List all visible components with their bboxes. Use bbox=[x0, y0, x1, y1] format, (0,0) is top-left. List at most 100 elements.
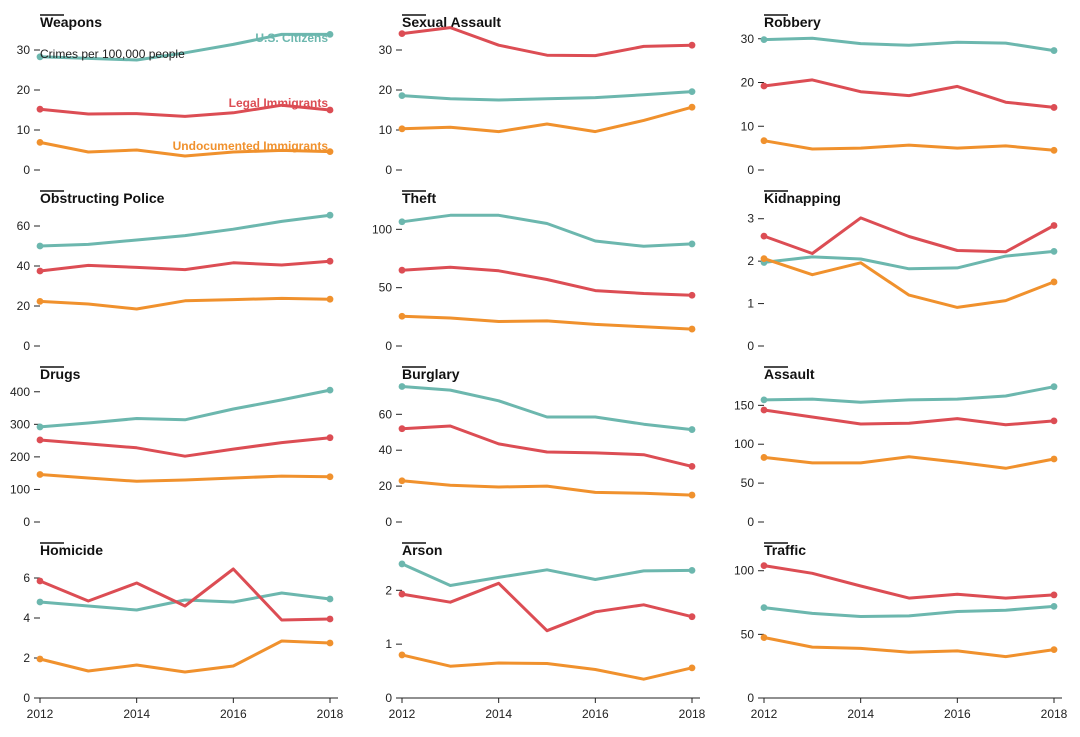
series-point-legal bbox=[760, 406, 768, 414]
y-tick-label: 30 bbox=[379, 43, 393, 57]
series-point-undocumented bbox=[326, 473, 334, 481]
legend-label-citizens: U.S. Citizens bbox=[255, 31, 328, 45]
series-point-legal bbox=[760, 82, 768, 90]
y-tick-label: 60 bbox=[379, 407, 393, 421]
y-tick-label: 0 bbox=[747, 515, 754, 529]
series-point-undocumented bbox=[688, 664, 696, 672]
series-point-citizens bbox=[1050, 383, 1058, 391]
series-line-citizens bbox=[400, 562, 694, 587]
series-point-citizens bbox=[36, 242, 44, 250]
panel-drugs: Drugs 0 100 200 300 400 bbox=[10, 366, 334, 529]
series-point-citizens bbox=[398, 92, 406, 99]
panel-theft: Theft 0 50 100 bbox=[372, 190, 696, 353]
series-point-undocumented bbox=[1050, 278, 1058, 286]
series-line-citizens bbox=[38, 591, 332, 612]
series-line-legal bbox=[38, 103, 332, 118]
series-point-undocumented bbox=[398, 125, 406, 133]
panel-title: Obstructing Police bbox=[40, 190, 165, 206]
series-point-legal bbox=[688, 41, 696, 49]
series-point-undocumented bbox=[398, 312, 406, 320]
panel-obstructing-police: Obstructing Police 0 20 40 60 bbox=[17, 190, 334, 353]
series-line-legal bbox=[400, 424, 694, 468]
x-tick-label: 2012 bbox=[751, 707, 778, 721]
series-point-legal bbox=[688, 613, 696, 621]
y-tick-label: 400 bbox=[10, 385, 30, 399]
legend-label-legal: Legal Immigrants bbox=[229, 96, 329, 110]
series-point-citizens bbox=[326, 386, 334, 394]
series-line-legal bbox=[762, 564, 1056, 600]
series-point-legal bbox=[36, 105, 44, 113]
series-point-citizens bbox=[688, 88, 696, 95]
x-tick-label: 2016 bbox=[944, 707, 971, 721]
x-tick-label: 2014 bbox=[123, 707, 150, 721]
series-line-citizens bbox=[762, 604, 1056, 618]
y-tick-label: 0 bbox=[23, 691, 30, 705]
panel-weapons: Weapons 0 10 20 30 Crimes per 100,000 people U… bbox=[17, 14, 334, 177]
y-tick-label: 10 bbox=[741, 119, 755, 133]
y-tick-label: 0 bbox=[385, 515, 392, 529]
series-point-citizens bbox=[1050, 602, 1058, 610]
series-line-undocumented bbox=[400, 314, 694, 331]
series-point-undocumented bbox=[398, 477, 406, 485]
series-point-citizens bbox=[36, 423, 44, 431]
series-point-legal bbox=[398, 425, 406, 433]
panel-assault: Assault 0 50 100 150 bbox=[734, 366, 1058, 529]
y-tick-label: 4 bbox=[23, 611, 30, 625]
y-tick-label: 100 bbox=[10, 482, 30, 496]
series-point-citizens bbox=[398, 560, 406, 568]
panel-sexual-assault: Sexual Assault 0 10 20 30 bbox=[379, 14, 696, 177]
y-tick-label: 0 bbox=[747, 163, 754, 177]
series-point-undocumented bbox=[36, 139, 44, 146]
series-line-undocumented bbox=[38, 473, 332, 483]
x-tick-label: 2018 bbox=[317, 707, 344, 721]
x-tick-label: 2014 bbox=[847, 707, 874, 721]
series-point-legal bbox=[1050, 591, 1058, 599]
series-line-undocumented bbox=[762, 455, 1056, 470]
series-point-legal bbox=[1050, 222, 1058, 229]
series-point-citizens bbox=[688, 240, 696, 248]
series-line-citizens bbox=[400, 213, 694, 248]
series-line-undocumented bbox=[38, 140, 332, 158]
series-point-legal bbox=[760, 562, 768, 570]
series-point-legal bbox=[1050, 104, 1058, 111]
panel-title: Robbery bbox=[764, 14, 821, 30]
panel-burglary: Burglary 0 20 40 60 bbox=[379, 366, 696, 529]
series-point-undocumented bbox=[760, 634, 768, 641]
series-point-undocumented bbox=[1050, 646, 1058, 654]
y-tick-label: 100 bbox=[734, 437, 754, 451]
series-point-citizens bbox=[688, 566, 696, 574]
x-tick-label: 2012 bbox=[389, 707, 416, 721]
series-line-undocumented bbox=[38, 296, 332, 311]
series-point-undocumented bbox=[36, 471, 44, 478]
series-line-citizens bbox=[38, 213, 332, 248]
series-line-citizens bbox=[762, 36, 1056, 53]
series-line-undocumented bbox=[762, 257, 1056, 309]
y-tick-label: 0 bbox=[385, 339, 392, 353]
y-tick-label: 1 bbox=[747, 297, 754, 311]
series-line-legal bbox=[762, 216, 1056, 255]
panel-title: Assault bbox=[764, 366, 815, 382]
series-line-undocumented bbox=[762, 139, 1056, 152]
series-line-legal bbox=[38, 567, 332, 622]
y-tick-label: 2 bbox=[385, 583, 392, 597]
series-point-citizens bbox=[760, 604, 768, 612]
y-tick-label: 20 bbox=[17, 83, 31, 97]
series-point-citizens bbox=[326, 31, 334, 38]
panel-traffic: Traffic 0 50 100 2012 2014 2016 2018 bbox=[734, 542, 1068, 721]
y-tick-label: 0 bbox=[385, 691, 392, 705]
panel-kidnapping: Kidnapping 0 1 2 3 bbox=[747, 190, 1058, 353]
series-line-legal bbox=[762, 78, 1056, 109]
panel-homicide: Homicide 0 2 4 6 2012 2014 2016 2018 bbox=[23, 542, 343, 721]
series-line-citizens bbox=[762, 385, 1056, 404]
x-tick-label: 2012 bbox=[27, 707, 54, 721]
panel-title: Kidnapping bbox=[764, 190, 841, 206]
series-line-legal bbox=[762, 408, 1056, 427]
series-point-undocumented bbox=[760, 454, 768, 461]
series-line-citizens bbox=[400, 90, 694, 102]
x-tick-label: 2016 bbox=[582, 707, 609, 721]
series-point-legal bbox=[688, 462, 696, 470]
series-line-citizens bbox=[762, 249, 1056, 271]
series-point-legal bbox=[688, 291, 696, 299]
series-point-citizens bbox=[760, 36, 768, 44]
series-line-undocumented bbox=[400, 479, 694, 497]
